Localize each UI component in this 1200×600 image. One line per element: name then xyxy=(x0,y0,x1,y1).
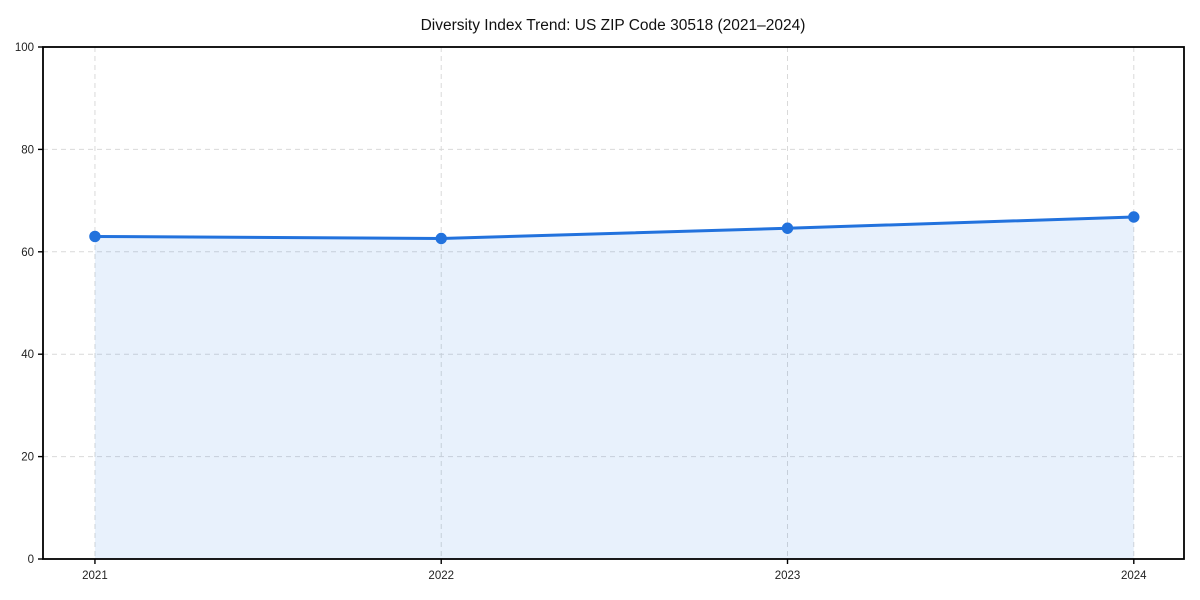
data-point-2023 xyxy=(781,222,794,234)
data-point-2021 xyxy=(89,230,101,243)
x-axis-tick-label: 2024 xyxy=(1121,570,1147,582)
trend-line xyxy=(93,215,1136,240)
y-axis-tick-label: 60 xyxy=(21,247,34,259)
x-axis-tick-label: 2021 xyxy=(82,570,108,582)
data-point-2022 xyxy=(435,232,447,245)
y-axis-tick-label: 40 xyxy=(21,349,34,361)
x-axis-tick-label: 2023 xyxy=(775,570,801,582)
y-axis-tick-label: 100 xyxy=(15,42,34,54)
y-axis-tick-label: 80 xyxy=(21,144,34,156)
data-point-2024 xyxy=(1128,211,1140,223)
plot-border xyxy=(42,46,1185,560)
area-fill xyxy=(94,216,1134,559)
chart-title: Diversity Index Trend: US ZIP Code 30518… xyxy=(421,17,806,34)
y-axis-tick-label: 0 xyxy=(28,554,34,566)
plot-area: 0 20 40 60 80 100 2021 2022 2023 2024 xyxy=(15,42,1185,582)
x-axis-tick-label: 2022 xyxy=(428,570,454,582)
y-axis-tick-label: 20 xyxy=(21,452,34,464)
